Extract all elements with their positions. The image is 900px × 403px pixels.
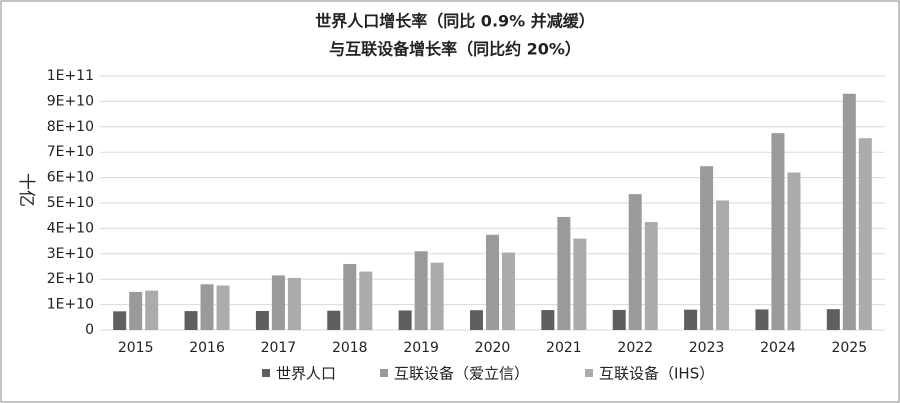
bar	[826, 309, 840, 330]
y-axis-label: 十亿	[16, 173, 36, 207]
bar	[470, 310, 483, 330]
legend-swatch	[585, 369, 593, 377]
x-tick-label: 2015	[118, 340, 154, 356]
y-tick-label: 8E+10	[47, 119, 94, 135]
x-tick-label: 2019	[403, 340, 439, 356]
bar	[398, 310, 412, 330]
legend-swatch	[262, 369, 270, 377]
bar	[486, 234, 499, 330]
y-tick-label: 2E+10	[47, 271, 94, 287]
bar	[557, 216, 571, 330]
bar	[787, 172, 801, 330]
bar	[113, 311, 127, 330]
x-tick-label: 2017	[261, 340, 297, 356]
x-tick-label: 2022	[617, 340, 653, 356]
bar	[184, 311, 198, 330]
bar	[271, 275, 285, 330]
bar	[414, 251, 428, 330]
y-tick-label: 7E+10	[47, 144, 94, 160]
bar	[430, 262, 444, 330]
bar	[628, 194, 642, 330]
y-tick-label: 6E+10	[47, 170, 94, 186]
bar	[502, 252, 515, 330]
bar	[842, 93, 856, 330]
x-tick-label: 2024	[760, 340, 796, 356]
bar	[573, 238, 587, 330]
bar	[644, 222, 658, 330]
bar	[541, 310, 555, 330]
legend-label: 互联设备（IHS）	[599, 365, 714, 383]
bar	[755, 309, 769, 330]
bar	[858, 138, 872, 330]
bar	[129, 291, 143, 330]
bar	[359, 271, 373, 330]
bar	[287, 277, 301, 330]
x-tick-label: 2020	[475, 340, 511, 356]
legend-label: 互联设备（爱立信）	[394, 365, 529, 383]
bar	[343, 263, 357, 330]
bar	[700, 166, 714, 330]
y-tick-label: 5E+10	[47, 195, 94, 211]
bar	[771, 133, 785, 330]
legend-swatch	[380, 369, 388, 377]
y-tick-label: 3E+10	[47, 246, 94, 262]
bar	[612, 309, 626, 330]
x-tick-label: 2023	[689, 340, 725, 356]
x-tick-label: 2025	[831, 340, 867, 356]
bar	[216, 285, 230, 330]
y-tick-label: 4E+10	[47, 220, 94, 236]
y-tick-label: 9E+10	[47, 93, 94, 109]
x-tick-label: 2021	[546, 340, 582, 356]
bar	[255, 310, 269, 330]
bar	[716, 200, 730, 330]
y-tick-label: 0	[85, 322, 94, 338]
legend-label: 世界人口	[276, 365, 336, 383]
bar	[684, 309, 698, 330]
bar	[145, 290, 159, 330]
x-tick-label: 2018	[332, 340, 368, 356]
bar	[200, 284, 214, 330]
chart-subtitle: 与互联设备增长率（同比约 20%）	[329, 40, 581, 59]
y-tick-label: 1E+11	[47, 68, 94, 84]
y-tick-label: 1E+10	[47, 297, 94, 313]
bar	[327, 310, 341, 330]
x-tick-label: 2016	[189, 340, 225, 356]
chart-title: 世界人口增长率（同比 0.9% 并减缓）	[315, 12, 595, 31]
